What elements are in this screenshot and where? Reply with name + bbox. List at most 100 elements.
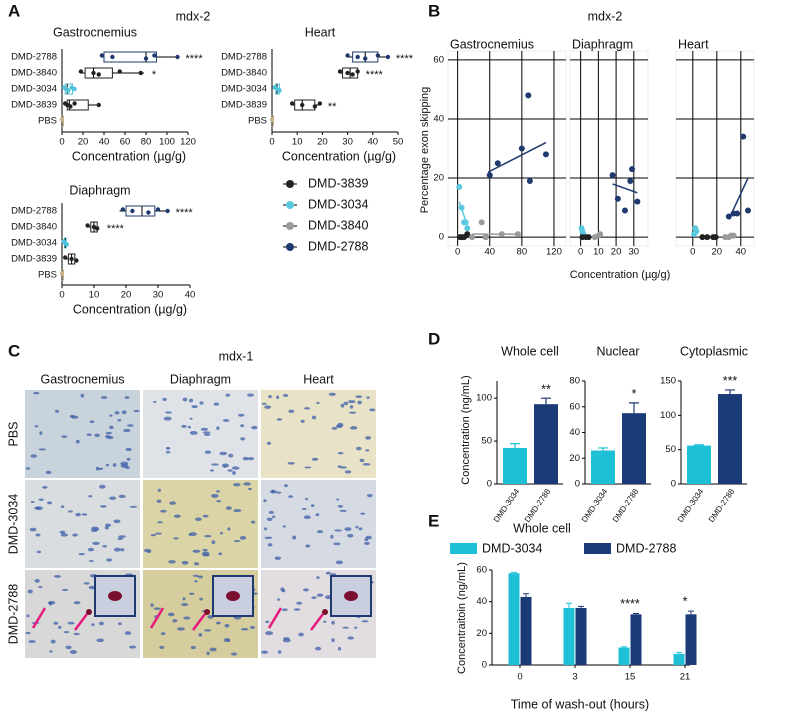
x-tick-label: DMD-2788: [611, 487, 641, 524]
nucleus: [34, 425, 39, 428]
nucleus: [109, 496, 117, 500]
nucleus: [113, 547, 121, 552]
tissue: [261, 390, 376, 478]
stained-nucleus: [226, 591, 240, 601]
nucleus: [189, 417, 193, 420]
data-point: [734, 210, 741, 217]
error-bar: [629, 402, 639, 414]
data-point: [456, 183, 463, 190]
nucleus: [36, 550, 42, 554]
nucleus: [73, 601, 81, 605]
x-axis-label: Concentration (µg/g): [72, 149, 186, 163]
nucleus: [362, 463, 371, 466]
data-point: [482, 234, 489, 241]
nucleus: [80, 393, 85, 398]
nucleus: [173, 514, 181, 518]
nucleus: [347, 400, 356, 404]
data-point: [143, 56, 149, 61]
nucleus: [35, 533, 41, 537]
column-label: Diaphragm: [170, 372, 231, 386]
nucleus: [316, 576, 320, 580]
nucleus: [331, 620, 335, 625]
facet-title: Heart: [678, 37, 709, 51]
x-axis-label: Concentration (µg/g): [73, 302, 187, 316]
y-tick-label: 0: [575, 479, 580, 490]
nucleus: [53, 574, 61, 578]
data-point: [518, 145, 525, 152]
nucleus: [190, 645, 197, 650]
stained-nucleus: [86, 609, 92, 615]
error-bar: [511, 571, 517, 574]
data-point: [120, 207, 126, 212]
nucleus: [261, 402, 267, 405]
data-point: [165, 208, 170, 214]
nucleus: [67, 621, 75, 625]
y-tick-label: 20: [433, 173, 444, 184]
nucleus: [282, 393, 289, 398]
nucleus: [187, 425, 191, 429]
data-point: [95, 226, 100, 231]
nucleus: [46, 501, 53, 505]
fit-line: [728, 177, 749, 220]
nucleus: [349, 405, 354, 409]
data-point: [355, 54, 360, 60]
data-point: [110, 54, 115, 60]
box: [294, 99, 316, 111]
x-tick-label: 0: [455, 247, 460, 258]
nucleus: [163, 416, 172, 421]
nucleus: [181, 603, 189, 607]
nucleus: [204, 450, 212, 454]
significance: *: [683, 594, 688, 608]
x-tick-label: 20: [78, 137, 89, 148]
facet-title: Gastrocnemius: [450, 37, 534, 51]
nucleus: [369, 408, 376, 412]
fit-line: [487, 141, 547, 173]
nucleus: [216, 500, 221, 503]
x-tick-label: 100: [159, 137, 175, 148]
x-tick-label: 120: [180, 137, 196, 148]
nucleus: [83, 582, 90, 585]
nucleus: [100, 505, 107, 508]
nucleus: [348, 411, 357, 414]
legend-marker: [286, 180, 294, 188]
nucleus: [177, 627, 185, 631]
nucleus: [191, 405, 198, 409]
y-tick-label: 60: [476, 565, 487, 576]
nucleus: [97, 467, 104, 470]
tissue: [143, 480, 258, 568]
nucleus: [277, 650, 282, 654]
nucleus: [182, 597, 186, 601]
nucleus: [304, 407, 311, 410]
data-point: [745, 207, 751, 214]
arrow: [310, 613, 324, 631]
data-point: [350, 72, 355, 77]
y-tick-label: 50: [481, 436, 492, 447]
error-bar: [510, 443, 520, 448]
x-tick-label: 10: [89, 290, 100, 301]
nucleus: [59, 530, 66, 534]
panel-label: A: [8, 1, 20, 20]
fit-line: [612, 183, 638, 194]
x-tick-label: 50: [393, 137, 404, 148]
data-point: [525, 92, 532, 99]
data-point: [64, 242, 70, 247]
micrograph-image: [261, 480, 376, 568]
nucleus: [250, 520, 256, 524]
nucleus: [301, 507, 307, 510]
data-point: [486, 172, 493, 179]
stained-nucleus: [204, 609, 210, 615]
nucleus: [315, 513, 320, 517]
category-label: PBS: [38, 270, 57, 281]
x-tick-label: 3: [572, 672, 577, 683]
x-tick-label: 30: [153, 290, 164, 301]
y-tick-label: 50: [665, 444, 676, 455]
nucleus: [120, 461, 129, 466]
nucleus: [265, 620, 270, 624]
bar: [718, 394, 742, 484]
facet-title: Cytoplasmic: [680, 344, 748, 358]
x-tick-label: 30: [342, 137, 353, 148]
nucleus: [203, 433, 211, 436]
error-bar: [598, 447, 608, 451]
nucleus: [157, 488, 161, 492]
y-tick-label: 20: [569, 453, 580, 464]
